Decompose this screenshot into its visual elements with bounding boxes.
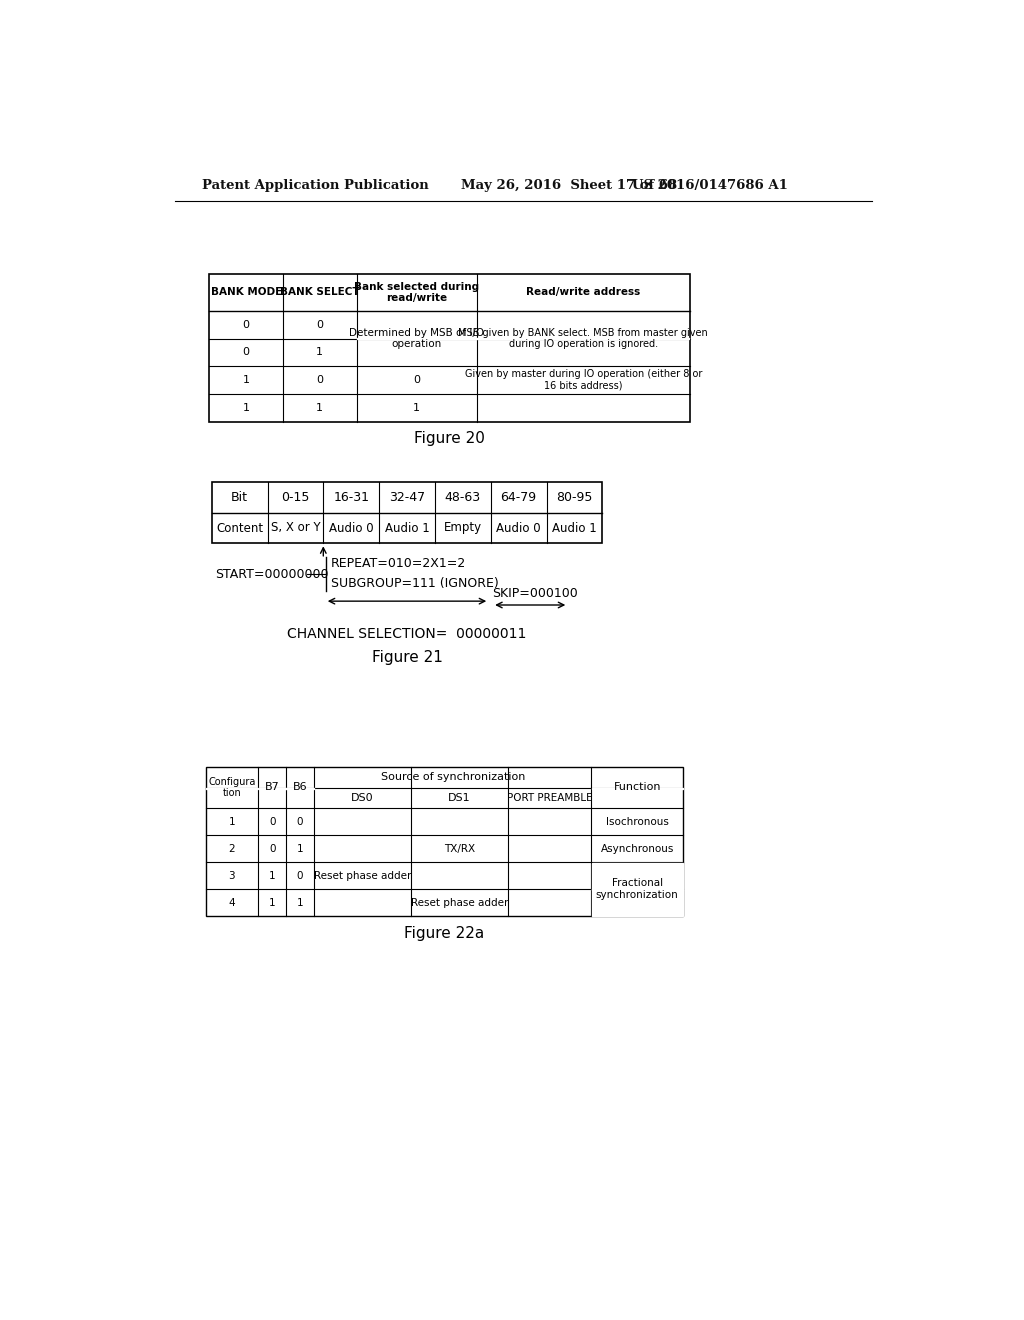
Text: CHANNEL SELECTION=  00000011: CHANNEL SELECTION= 00000011 — [288, 627, 526, 642]
Text: MSB given by BANK select. MSB from master given
during IO operation is ignored.: MSB given by BANK select. MSB from maste… — [459, 327, 709, 350]
Text: Audio 0: Audio 0 — [497, 521, 541, 535]
Text: Given by master during IO operation (either 8 or
16 bits address): Given by master during IO operation (eit… — [465, 370, 702, 391]
Text: SUBGROUP=111 (IGNORE): SUBGROUP=111 (IGNORE) — [331, 577, 499, 590]
Text: Audio 1: Audio 1 — [385, 521, 429, 535]
Text: Patent Application Publication: Patent Application Publication — [202, 178, 428, 191]
Text: 80-95: 80-95 — [556, 491, 593, 504]
Text: 0: 0 — [297, 871, 303, 880]
Text: Figure 22a: Figure 22a — [404, 925, 484, 941]
Text: Figure 20: Figure 20 — [414, 432, 485, 446]
Text: Content: Content — [216, 521, 263, 535]
Text: BANK SELECT: BANK SELECT — [280, 288, 359, 297]
Text: 1: 1 — [316, 403, 324, 413]
Text: US 2016/0147686 A1: US 2016/0147686 A1 — [632, 178, 787, 191]
Text: 16-31: 16-31 — [333, 491, 370, 504]
Text: TX/RX: TX/RX — [443, 843, 475, 854]
Text: May 26, 2016  Sheet 17 of 68: May 26, 2016 Sheet 17 of 68 — [461, 178, 677, 191]
Bar — [357, 338, 689, 339]
Text: Asynchronous: Asynchronous — [600, 843, 674, 854]
Text: Reset phase adder: Reset phase adder — [313, 871, 411, 880]
Bar — [592, 862, 683, 916]
Text: Bit: Bit — [231, 491, 248, 504]
Text: Figure 21: Figure 21 — [372, 649, 442, 665]
Text: Fractional
synchronization: Fractional synchronization — [596, 878, 679, 900]
Text: S, X or Y: S, X or Y — [270, 521, 321, 535]
Text: Audio 1: Audio 1 — [552, 521, 597, 535]
Text: B6: B6 — [293, 783, 307, 792]
Text: DS0: DS0 — [351, 793, 374, 804]
Text: 64-79: 64-79 — [501, 491, 537, 504]
Text: Configura
tion: Configura tion — [208, 776, 256, 799]
Text: Reset phase adder: Reset phase adder — [411, 898, 508, 908]
Text: 1: 1 — [316, 347, 324, 358]
Text: Audio 0: Audio 0 — [329, 521, 374, 535]
Text: 0: 0 — [316, 319, 324, 330]
Text: 0: 0 — [243, 319, 250, 330]
Text: 1: 1 — [228, 817, 236, 826]
Text: 0: 0 — [297, 817, 303, 826]
Text: 1: 1 — [297, 843, 303, 854]
Text: 3: 3 — [228, 871, 236, 880]
Text: DS1: DS1 — [449, 793, 471, 804]
Text: 2: 2 — [228, 843, 236, 854]
Text: SKIP=000100: SKIP=000100 — [493, 587, 578, 601]
Text: 0: 0 — [316, 375, 324, 385]
Text: Function: Function — [613, 783, 660, 792]
Text: Bank selected during
read/write: Bank selected during read/write — [354, 281, 479, 304]
Text: 4: 4 — [228, 898, 236, 908]
Text: REPEAT=010=2X1=2: REPEAT=010=2X1=2 — [331, 557, 466, 570]
Text: Source of synchronization: Source of synchronization — [381, 772, 525, 783]
Text: 1: 1 — [269, 898, 275, 908]
Text: 0: 0 — [414, 375, 420, 385]
Text: Empty: Empty — [443, 521, 482, 535]
Text: 1: 1 — [269, 871, 275, 880]
Text: 1: 1 — [414, 403, 420, 413]
Text: 48-63: 48-63 — [444, 491, 481, 504]
Text: Determined by MSB of I/O
operation: Determined by MSB of I/O operation — [349, 327, 484, 350]
Text: 32-47: 32-47 — [389, 491, 425, 504]
Text: BANK MODE: BANK MODE — [211, 288, 282, 297]
Text: 1: 1 — [243, 375, 250, 385]
Text: Read/write address: Read/write address — [526, 288, 640, 297]
Text: 0: 0 — [243, 347, 250, 358]
Text: START=00000000: START=00000000 — [216, 568, 329, 581]
Text: PORT PREAMBLE: PORT PREAMBLE — [507, 793, 593, 804]
Text: 0-15: 0-15 — [282, 491, 309, 504]
Text: B7: B7 — [265, 783, 280, 792]
Bar — [212, 482, 602, 544]
Text: 0: 0 — [269, 817, 275, 826]
Bar — [209, 275, 690, 422]
Text: 1: 1 — [243, 403, 250, 413]
Text: Isochronous: Isochronous — [606, 817, 669, 826]
Text: 1: 1 — [297, 898, 303, 908]
Bar — [206, 767, 683, 916]
Text: 0: 0 — [269, 843, 275, 854]
